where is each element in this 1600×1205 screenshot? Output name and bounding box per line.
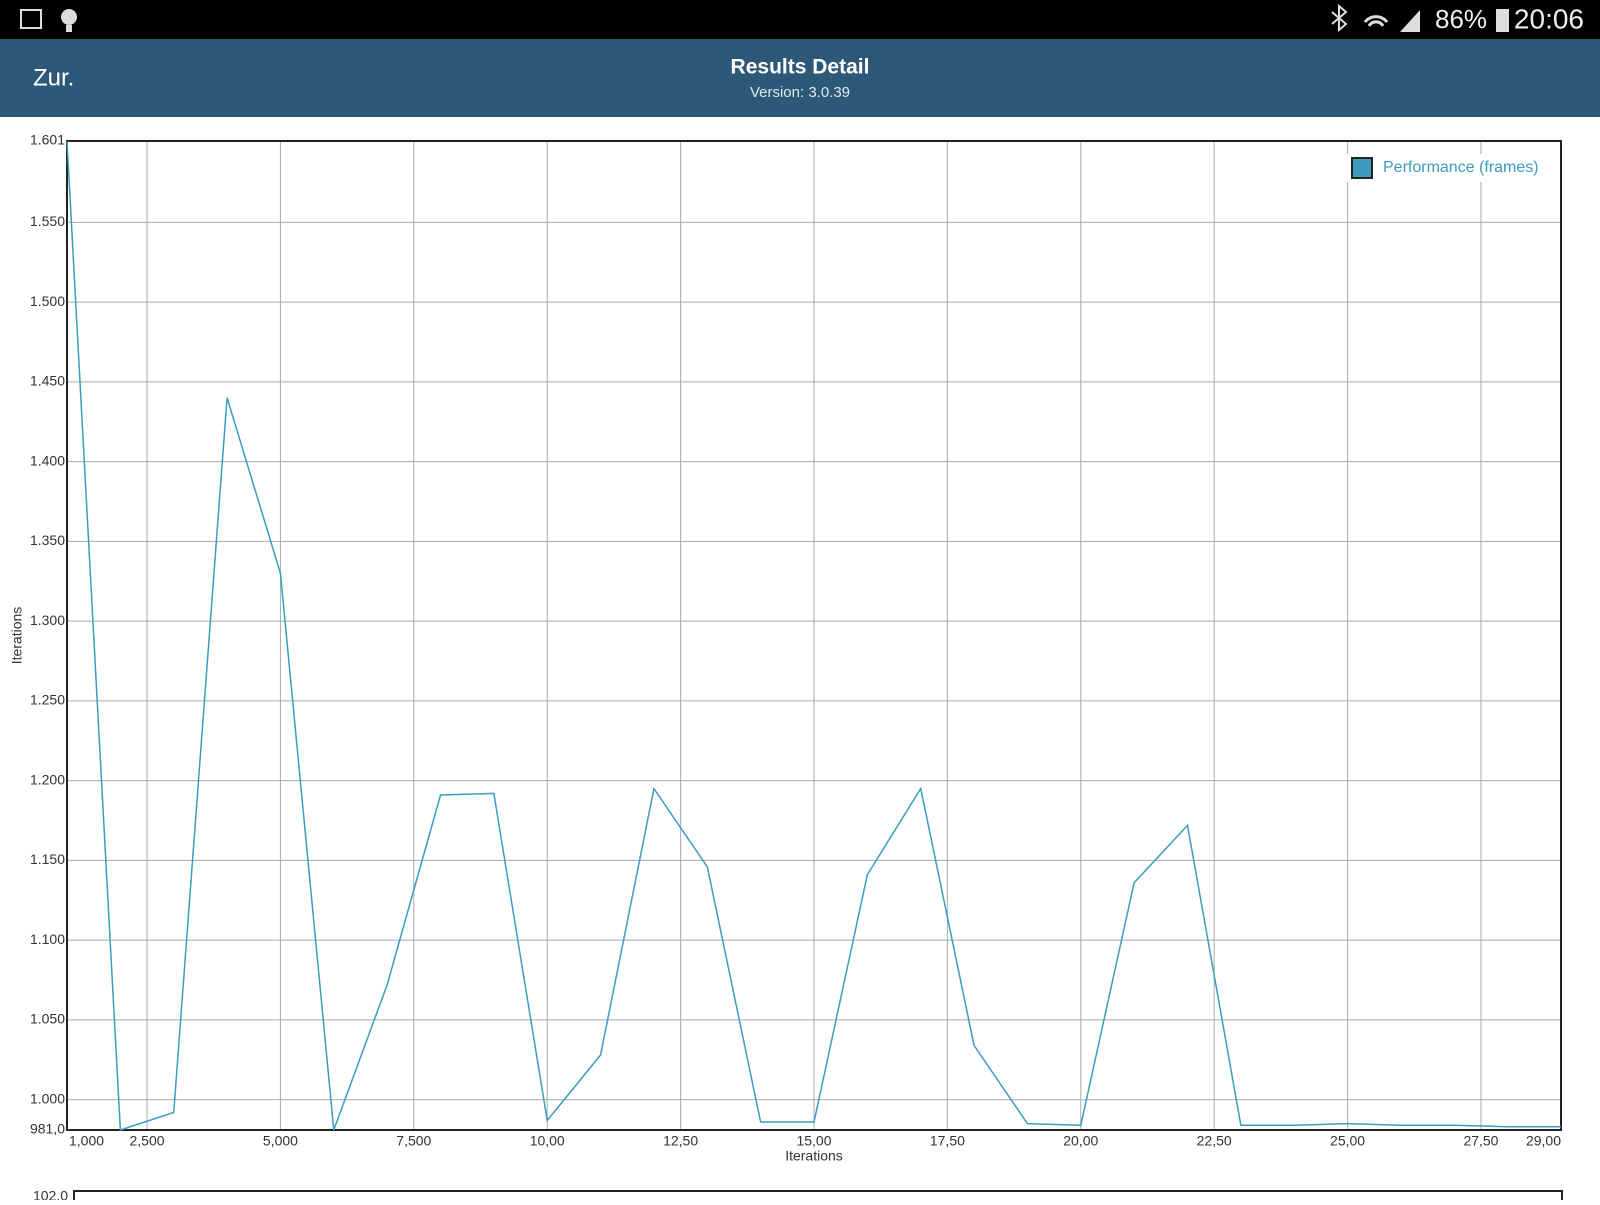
y-tick-label: 1.601: [30, 132, 65, 148]
gallery-icon: [20, 9, 42, 29]
x-axis-title: Iterations: [785, 1148, 843, 1164]
x-tick-label: 5,000: [263, 1133, 298, 1149]
y-tick-label: 1.000: [30, 1090, 65, 1106]
x-tick-label: 29,00: [1526, 1133, 1561, 1149]
battery-icon: [1496, 9, 1509, 32]
x-tick-label: 12,50: [663, 1133, 698, 1149]
y-axis-title: Iterations: [9, 607, 25, 665]
x-tick-label: 22,50: [1197, 1133, 1232, 1149]
header-subtitle: Version: 3.0.39: [750, 84, 850, 101]
x-tick-label: 1,000: [69, 1133, 104, 1149]
clock: 20:06: [1514, 3, 1584, 34]
x-tick-label: 25,00: [1330, 1133, 1365, 1149]
header-title: Results Detail: [731, 56, 870, 79]
wifi-icon: [1363, 15, 1389, 27]
bulb-icon: [61, 9, 77, 25]
legend-background: [1345, 154, 1545, 182]
y-tick-label: 1.050: [30, 1011, 65, 1027]
battery-percent: 86%: [1435, 4, 1487, 34]
app-header: [0, 39, 1600, 117]
y-tick-label: 1.300: [30, 612, 65, 628]
x-tick-label: 10,00: [530, 1133, 565, 1149]
y-tick-label: 1.450: [30, 373, 65, 389]
y-tick-label: 1.150: [30, 851, 65, 867]
bulb-icon-base: [66, 25, 72, 32]
plot-frame: [66, 140, 1562, 1131]
next-chart-frame: [73, 1190, 1563, 1205]
y-tick-label: 1.250: [30, 692, 65, 708]
legend-swatch: [1351, 157, 1373, 179]
back-button[interactable]: Zur.: [33, 64, 74, 91]
legend-label: Performance (frames): [1383, 159, 1539, 176]
x-tick-label: 17,50: [930, 1133, 965, 1149]
x-tick-label: 20,00: [1063, 1133, 1098, 1149]
next-chart-label: 102,0: [33, 1188, 68, 1200]
status-bar: [0, 0, 1600, 39]
x-tick-label: 2,500: [130, 1133, 165, 1149]
y-tick-label: 1.100: [30, 931, 65, 947]
y-tick-label: 1.350: [30, 532, 65, 548]
y-tick-label: 1.200: [30, 771, 65, 787]
data-line: [66, 140, 1561, 1132]
bluetooth-icon: [1331, 3, 1348, 33]
x-tick-label: 27,50: [1463, 1133, 1498, 1149]
signal-icon: [1400, 10, 1420, 32]
chart: 981,0 1.000 1.050 1.100 1.150 1.200 1.250 1.300…: [9, 132, 1562, 1164]
y-tick-label: 1.500: [30, 293, 65, 309]
y-tick-label: 981,0: [30, 1121, 65, 1137]
x-tick-label: 15,00: [796, 1133, 831, 1149]
y-tick-label: 1.400: [30, 452, 65, 468]
x-tick-label: 7,500: [396, 1133, 431, 1149]
y-tick-label: 1.550: [30, 213, 65, 229]
